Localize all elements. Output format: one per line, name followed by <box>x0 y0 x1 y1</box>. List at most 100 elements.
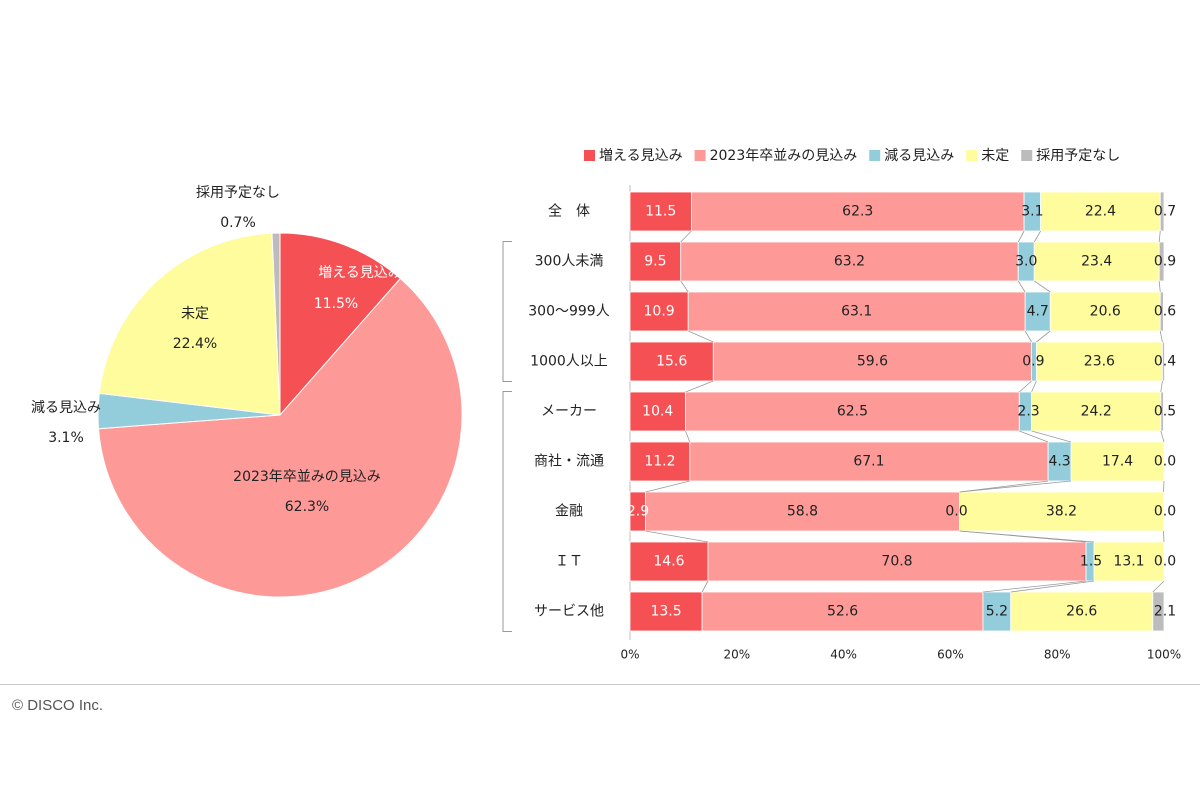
bar-series-connector <box>685 380 714 393</box>
bar-data-label: 10.9 <box>644 304 675 320</box>
bar-data-label: 62.3 <box>842 204 873 220</box>
bar-segment <box>629 291 689 332</box>
footer-divider <box>0 684 1200 685</box>
bar-series-connector <box>685 430 691 443</box>
bar-data-label: 23.4 <box>1081 254 1112 270</box>
bar-data-label: 38.2 <box>1046 504 1077 520</box>
bar-data-label: 0.9 <box>1022 354 1044 370</box>
bar-series-connector <box>1031 380 1037 393</box>
bar-data-label: 2.9 <box>627 504 649 520</box>
pie-slice-value: 3.1% <box>48 430 84 446</box>
legend-swatch <box>1021 150 1033 161</box>
bar-group-bracket <box>502 391 512 632</box>
bar-data-label: 22.4 <box>1085 204 1116 220</box>
bar-x-tick-label: 40% <box>830 648 857 662</box>
bar-series-connector <box>680 230 692 243</box>
bar-data-label: 20.6 <box>1090 304 1121 320</box>
legend-swatch <box>584 150 595 161</box>
bar-data-label: 11.5 <box>645 204 676 220</box>
bar-series-connector <box>1019 430 1049 443</box>
pie-slice <box>98 232 281 416</box>
bar-data-label: 14.6 <box>653 554 684 570</box>
bar-data-label: 0.7 <box>1154 204 1176 220</box>
bar-series-connector <box>959 480 1072 493</box>
bar-data-label: 0.4 <box>1154 354 1176 370</box>
bar-data-label: 63.1 <box>841 304 872 320</box>
bar-series-connector <box>1017 230 1025 243</box>
bar-segment <box>1159 191 1165 232</box>
bar-data-label: 52.6 <box>827 604 858 620</box>
pie-slice-value: 0.7% <box>220 215 256 231</box>
bar-data-label: 11.2 <box>644 454 675 470</box>
bar-x-tick-label: 20% <box>723 648 750 662</box>
pie-slice-label: 未定 <box>181 306 209 322</box>
bar-series-connector <box>1033 230 1041 243</box>
bar-category-label: 金融 <box>555 504 583 520</box>
bar-data-label: 4.3 <box>1048 454 1070 470</box>
bar-segment <box>1040 191 1161 232</box>
bar-segment <box>982 591 1012 632</box>
bar-x-tick-label: 0% <box>620 648 639 662</box>
copyright-text: © DISCO Inc. <box>12 697 104 714</box>
bar-category-label: 全 体 <box>548 203 590 220</box>
bar-data-label: 62.5 <box>837 404 868 420</box>
bar-category-label: 300～999人 <box>528 304 609 320</box>
bar-data-label: 67.1 <box>853 454 884 470</box>
bar-series-connector <box>1160 430 1165 443</box>
bar-data-label: 26.6 <box>1066 604 1097 620</box>
bar-series-connector <box>680 280 689 293</box>
bar-data-label: 3.1 <box>1021 204 1043 220</box>
bar-data-label: 0.0 <box>945 504 967 520</box>
pie-slice-value: 11.5% <box>314 296 358 312</box>
bar-data-label: 58.8 <box>787 504 818 520</box>
pie-slice-label: 採用予定なし <box>196 185 280 201</box>
pie-slice-label: 2023年卒並みの見込み <box>233 469 381 485</box>
bar-segment <box>1010 591 1154 632</box>
bar-segment <box>1035 341 1163 382</box>
bar-series-connector <box>959 530 1095 543</box>
bar-segment <box>1160 391 1164 432</box>
bar-data-label: 17.4 <box>1102 454 1133 470</box>
bar-series-connector <box>645 530 709 543</box>
pie-slice <box>271 232 281 416</box>
bar-segment <box>689 441 1049 482</box>
bar-category-label: サービス他 <box>534 604 604 620</box>
bar-segment <box>1049 291 1161 332</box>
bar-series-connector <box>1017 280 1026 293</box>
bar-segment <box>629 341 714 382</box>
bar-category-label: メーカー <box>541 404 597 420</box>
bar-segment <box>629 541 709 582</box>
bar-segment <box>685 391 1020 432</box>
legend-label: 未定 <box>981 148 1009 164</box>
bar-segment <box>629 241 682 282</box>
bar-data-label: 13.5 <box>650 604 681 620</box>
bar-data-label: 0.0 <box>1154 554 1176 570</box>
bar-data-label: 0.5 <box>1154 404 1176 420</box>
legend-swatch <box>694 150 706 161</box>
pie-slice-label: 増える見込み <box>318 265 402 281</box>
bar-series-connector <box>1163 480 1165 493</box>
bar-series-connector <box>982 580 1087 593</box>
bar-series-connector <box>1019 380 1032 393</box>
bar-segment <box>629 591 703 632</box>
legend-label: 減る見込み <box>884 147 954 164</box>
bar-segment <box>1070 441 1165 482</box>
bar-segment <box>1158 241 1165 282</box>
bar-data-label: 1.5 <box>1080 554 1102 570</box>
bar-series-connector <box>1160 380 1163 393</box>
bar-data-label: 9.5 <box>644 254 666 270</box>
bar-data-label: 2.1 <box>1154 604 1176 620</box>
bar-series-connector <box>1010 580 1095 593</box>
bar-data-label: 24.2 <box>1081 404 1112 420</box>
bar-data-label: 10.4 <box>642 404 673 420</box>
bar-segment <box>680 241 1019 282</box>
legend-swatch <box>966 150 978 161</box>
bar-data-label: 2.3 <box>1017 404 1039 420</box>
bar-data-label: 0.0 <box>1154 504 1176 520</box>
bar-category-label: ＩＴ <box>555 554 583 570</box>
bar-series-connector <box>1036 330 1051 343</box>
bar-group-bracket <box>502 241 512 382</box>
bar-series-connector <box>1163 530 1165 543</box>
bar-data-label: 0.9 <box>1154 254 1176 270</box>
bar-segment <box>712 341 1032 382</box>
